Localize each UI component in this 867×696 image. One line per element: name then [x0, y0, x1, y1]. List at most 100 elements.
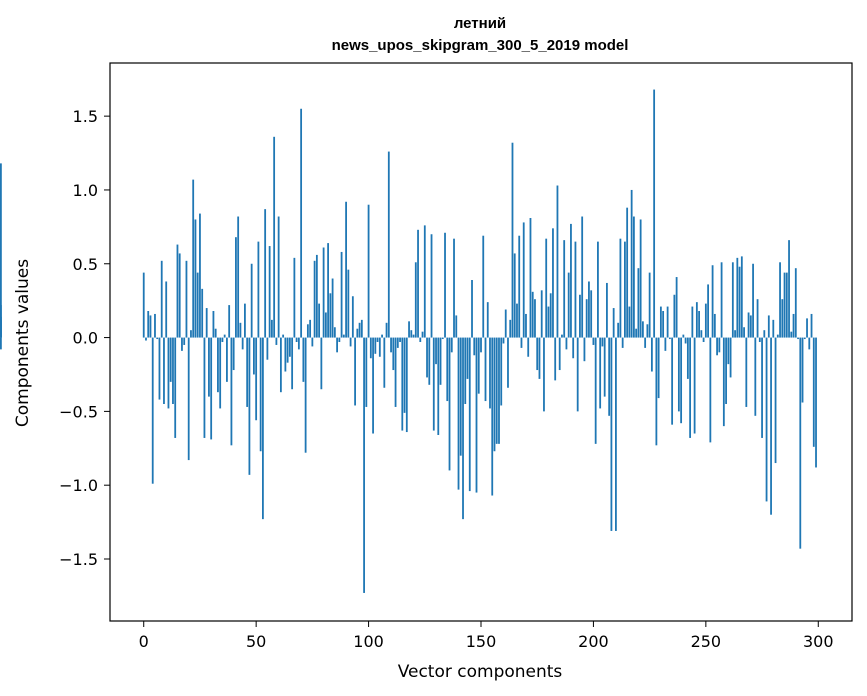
bar-68	[295, 337, 298, 342]
bar-86	[336, 337, 338, 353]
bar-272	[754, 337, 757, 416]
bar-232	[664, 337, 667, 351]
bar-47	[248, 337, 251, 475]
bar-71	[302, 337, 305, 382]
bar-231	[662, 311, 665, 338]
bar-212	[619, 238, 622, 338]
bar-117	[405, 337, 408, 433]
bar-88	[340, 251, 343, 338]
bar-80	[322, 247, 325, 338]
bar-38	[228, 305, 231, 338]
bar-273	[756, 299, 759, 338]
bar-271	[752, 263, 754, 338]
bar-250	[704, 303, 707, 338]
bar-76	[313, 260, 316, 338]
y-axis-ticks: −1.5 −1.0 −0.5 0.0 0.5 1.0 1.5	[59, 107, 110, 569]
bar-276	[763, 330, 766, 338]
bar-183	[554, 337, 557, 381]
bars-group	[0, 89, 817, 593]
bar-206	[606, 282, 608, 338]
bar-140	[457, 337, 460, 490]
bar-156	[493, 337, 496, 452]
bar-270	[749, 315, 752, 338]
bar-219	[635, 328, 638, 338]
y-tick-label: 0.0	[73, 329, 98, 348]
bar-292	[799, 337, 802, 549]
bar-185	[558, 337, 561, 371]
bar-166	[516, 303, 518, 338]
bar-50	[255, 337, 258, 421]
y-axis-label: Components values	[13, 259, 33, 427]
bar-267	[743, 327, 745, 338]
bar-155	[491, 337, 494, 496]
bar-104	[376, 337, 379, 342]
bar-227	[653, 89, 656, 338]
bar-65	[288, 337, 291, 357]
bar-110	[390, 337, 392, 353]
bar-75	[311, 337, 314, 347]
bar-37	[226, 337, 228, 382]
bar-123	[419, 337, 422, 342]
x-axis-label: Vector components	[398, 662, 563, 682]
bar-107	[383, 337, 386, 388]
bar-152	[484, 337, 487, 402]
bar-92	[349, 337, 352, 347]
bar-172	[529, 218, 532, 338]
bar-282	[776, 334, 779, 338]
bar-59	[275, 337, 278, 345]
bar-256	[718, 337, 721, 353]
bar-190	[570, 223, 572, 338]
bar-109	[387, 151, 390, 338]
bar-133	[441, 337, 444, 340]
bar-157	[495, 337, 498, 444]
bar-268	[745, 337, 748, 407]
bar-63	[284, 337, 287, 372]
bar-188	[565, 337, 568, 350]
bar-93	[351, 296, 354, 338]
bar-236	[673, 294, 676, 338]
bar-223	[644, 337, 647, 348]
bar-70	[300, 108, 303, 338]
bar-105	[378, 337, 381, 357]
bar-131	[437, 337, 440, 435]
bar-66	[291, 337, 294, 390]
bar-118	[408, 321, 410, 338]
bar-284	[781, 299, 784, 338]
bar-160	[502, 337, 505, 344]
bar-145	[468, 337, 471, 492]
bar-81	[324, 312, 327, 338]
bar-241	[684, 337, 687, 344]
bar-203	[599, 337, 602, 409]
bar-167	[518, 235, 521, 338]
bar-260	[727, 337, 730, 365]
bar-124	[421, 331, 424, 338]
bar-64	[286, 337, 289, 363]
bar-14	[174, 337, 177, 438]
bar-171	[527, 337, 530, 357]
bar-248	[700, 330, 703, 338]
bar-undefined	[0, 316, 2, 338]
bar-262	[731, 262, 734, 338]
bar-135	[446, 337, 449, 402]
bar-173	[531, 291, 534, 338]
bar-95	[356, 328, 359, 338]
bar-146	[471, 280, 473, 338]
bar-226	[650, 337, 653, 372]
bar-191	[572, 337, 575, 359]
bar-178	[543, 337, 545, 412]
bar-221	[639, 219, 642, 338]
bar-96	[358, 322, 361, 338]
bar-100	[367, 204, 370, 338]
bar-177	[540, 290, 543, 338]
bar-9	[163, 337, 165, 404]
bar-179	[545, 238, 548, 338]
bar-209	[612, 308, 615, 338]
bar-214	[624, 241, 626, 338]
bar-undefined	[0, 163, 2, 338]
bar-174	[534, 299, 536, 338]
bar-233	[666, 306, 669, 338]
chart-title: летний	[454, 15, 506, 32]
x-tick-label: 150	[466, 632, 497, 651]
bar-225	[648, 272, 651, 338]
bar-22	[192, 179, 195, 338]
